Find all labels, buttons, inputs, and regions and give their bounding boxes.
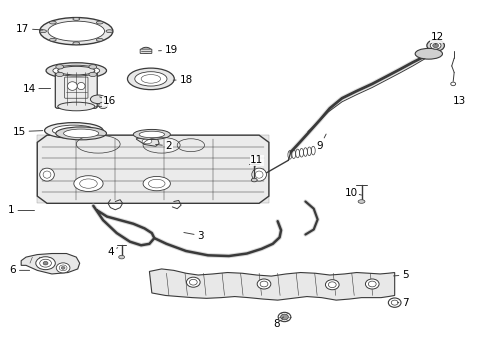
Text: 12: 12 [429, 32, 443, 44]
Text: 7: 7 [397, 298, 408, 308]
Ellipse shape [46, 63, 106, 78]
Ellipse shape [139, 131, 164, 138]
Text: 6: 6 [10, 265, 30, 275]
Ellipse shape [40, 18, 113, 45]
Ellipse shape [56, 263, 70, 273]
Ellipse shape [365, 279, 378, 289]
Text: 9: 9 [316, 134, 325, 151]
Text: 18: 18 [173, 75, 192, 85]
Text: 11: 11 [249, 155, 263, 167]
Ellipse shape [106, 30, 113, 33]
Polygon shape [21, 253, 80, 274]
Ellipse shape [49, 39, 56, 41]
Ellipse shape [357, 200, 364, 203]
Ellipse shape [135, 72, 166, 86]
Ellipse shape [61, 266, 65, 269]
Ellipse shape [56, 65, 63, 69]
Ellipse shape [73, 42, 80, 45]
Ellipse shape [143, 176, 170, 191]
Ellipse shape [251, 168, 266, 181]
Ellipse shape [77, 82, 85, 90]
Ellipse shape [96, 39, 103, 41]
Ellipse shape [450, 82, 455, 86]
Ellipse shape [280, 314, 288, 320]
Ellipse shape [58, 102, 95, 111]
Text: 14: 14 [22, 84, 50, 94]
Ellipse shape [44, 123, 103, 138]
Text: 8: 8 [272, 317, 283, 329]
Ellipse shape [58, 66, 95, 75]
Text: 5: 5 [393, 270, 408, 280]
Ellipse shape [186, 277, 200, 287]
Ellipse shape [36, 257, 55, 270]
Ellipse shape [53, 65, 100, 76]
Ellipse shape [141, 47, 151, 53]
Ellipse shape [251, 178, 257, 182]
Ellipse shape [56, 127, 106, 140]
FancyBboxPatch shape [55, 69, 97, 108]
Text: 15: 15 [13, 127, 42, 136]
Ellipse shape [325, 280, 338, 290]
Ellipse shape [48, 21, 104, 41]
Ellipse shape [63, 129, 99, 138]
Ellipse shape [133, 130, 170, 139]
Ellipse shape [142, 139, 152, 144]
Ellipse shape [257, 279, 270, 289]
Ellipse shape [74, 176, 103, 192]
Ellipse shape [414, 48, 442, 59]
Ellipse shape [278, 312, 290, 321]
Polygon shape [135, 135, 159, 146]
Ellipse shape [99, 102, 107, 109]
Text: 13: 13 [451, 96, 465, 106]
Text: 16: 16 [100, 96, 115, 106]
Text: 17: 17 [16, 24, 42, 34]
Ellipse shape [52, 125, 95, 136]
Ellipse shape [429, 42, 440, 49]
Ellipse shape [432, 43, 438, 48]
Text: 19: 19 [158, 45, 178, 55]
Text: 3: 3 [183, 231, 203, 240]
Text: 4: 4 [107, 247, 118, 257]
Ellipse shape [49, 21, 56, 24]
Ellipse shape [426, 40, 444, 51]
Polygon shape [37, 135, 268, 203]
Text: 1: 1 [8, 206, 35, 216]
Ellipse shape [119, 255, 124, 259]
Ellipse shape [73, 18, 80, 21]
Ellipse shape [90, 95, 106, 104]
Ellipse shape [127, 68, 174, 90]
Ellipse shape [67, 82, 77, 90]
Ellipse shape [40, 30, 46, 33]
Polygon shape [149, 269, 394, 300]
Ellipse shape [40, 168, 54, 181]
Ellipse shape [387, 298, 400, 307]
Ellipse shape [89, 72, 97, 77]
Ellipse shape [43, 261, 48, 265]
Ellipse shape [89, 65, 97, 69]
Ellipse shape [56, 72, 63, 77]
Polygon shape [37, 135, 268, 203]
Text: 10: 10 [345, 188, 361, 198]
Ellipse shape [96, 21, 103, 24]
Text: 2: 2 [155, 141, 172, 151]
FancyBboxPatch shape [140, 49, 152, 53]
